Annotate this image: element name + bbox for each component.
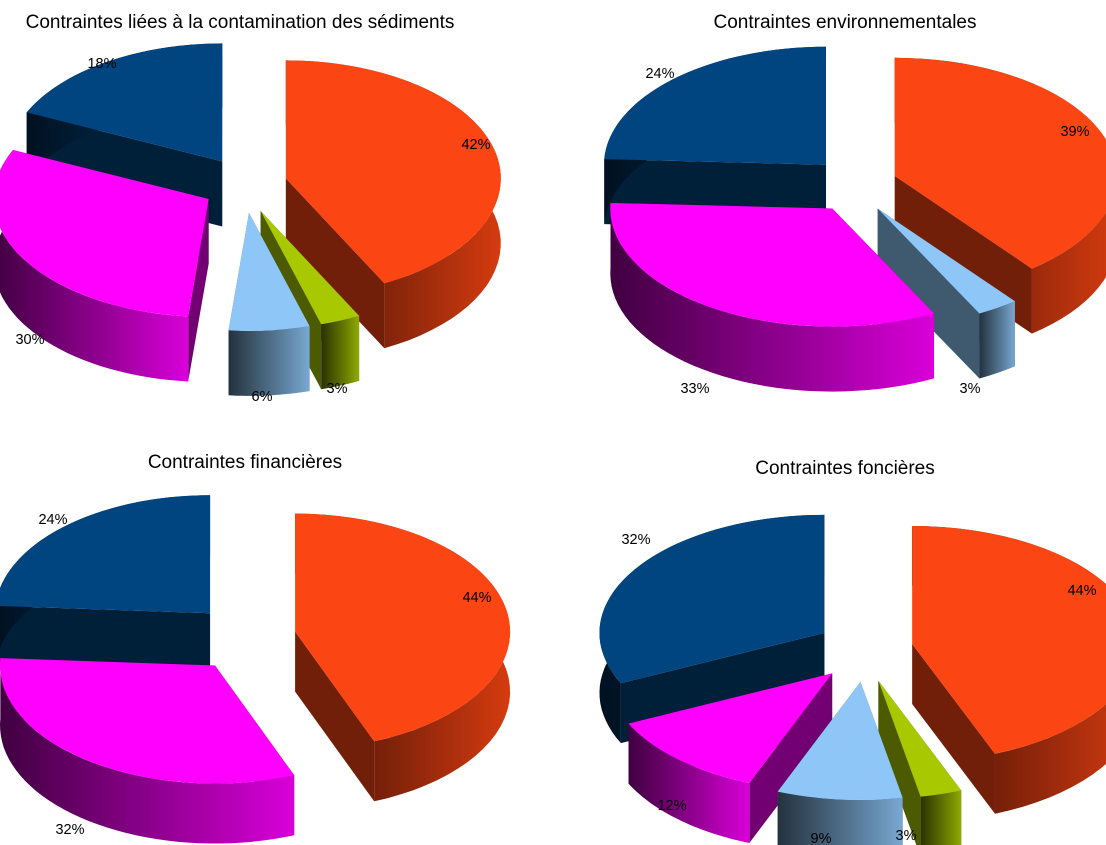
pie-slice-side — [979, 301, 1015, 379]
slice-label: 3% — [327, 381, 348, 397]
pie-slice-side — [0, 658, 295, 844]
pie-chart-2: Contraintes environnementales 39% 3% 33% 24% — [604, 12, 1106, 397]
pie-slice — [604, 46, 827, 230]
chart-title: Contraintes financières — [148, 452, 342, 473]
pie-slice-top — [894, 57, 1106, 269]
slice-label: 39% — [1060, 124, 1089, 140]
pie-slice — [0, 495, 211, 674]
pie-slice-side — [920, 790, 962, 845]
slice-label: 12% — [657, 798, 686, 814]
slice-label: 44% — [1067, 583, 1096, 599]
slice-label: 3% — [896, 828, 917, 844]
pie-slice-side — [228, 326, 310, 396]
slice-label: 24% — [645, 66, 674, 82]
pie-slice-wall — [877, 208, 980, 379]
slice-label: 18% — [87, 56, 116, 72]
slice-label: 24% — [38, 512, 67, 528]
pie-chart-1: Contraintes liées à la contamination des… — [0, 12, 501, 405]
pie-slice-side — [777, 791, 903, 845]
pie-slice-top — [0, 149, 209, 317]
slice-label: 44% — [462, 590, 491, 606]
pie-slice — [285, 60, 501, 349]
pie-slice-top — [604, 46, 827, 165]
pie-slice — [295, 513, 511, 802]
chart-title: Contraintes liées à la contamination des… — [26, 12, 455, 33]
pie-slice-top — [610, 202, 935, 327]
pie-slice-top — [26, 43, 223, 162]
pie-slice — [878, 680, 962, 845]
slice-label: 6% — [252, 389, 273, 405]
pie-slice-top — [628, 673, 833, 784]
pie-slice-top — [228, 212, 310, 331]
pie-slice-top — [260, 210, 360, 325]
pie-slice — [628, 673, 833, 844]
slice-label: 33% — [680, 381, 709, 397]
pie-slice-wall — [295, 631, 375, 802]
slice-label: 3% — [960, 381, 981, 397]
pie-chart-4: Contraintes foncières 44% 3% 9% 12% 32% — [599, 458, 1106, 845]
pie-slice-top — [285, 60, 501, 284]
pie-slice-wall — [285, 178, 385, 349]
slice-label: 9% — [811, 831, 832, 845]
pie-slice-top — [0, 658, 295, 784]
pie-slice-side — [321, 315, 360, 390]
pie-slice — [777, 681, 903, 845]
pie-slice-top — [0, 495, 211, 614]
pie-slice-wall — [0, 605, 211, 674]
pie-slice — [0, 658, 295, 844]
slice-label: 32% — [55, 822, 84, 838]
pie-slice-top — [295, 513, 511, 742]
pie-slice — [912, 526, 1106, 814]
chart-title: Contraintes foncières — [755, 458, 935, 479]
pie-slice-top — [912, 526, 1106, 754]
pie-chart-3: Contraintes financières 44% 32% 24% — [0, 452, 511, 844]
chart-title: Contraintes environnementales — [714, 12, 977, 33]
pie-slice-wall — [912, 644, 995, 814]
pie-slice — [610, 202, 935, 392]
slice-label: 42% — [461, 137, 490, 153]
pie-slice-side — [628, 723, 750, 843]
pie-slice-wall — [878, 680, 921, 845]
pie-slice — [228, 212, 310, 396]
pie-slice-top — [777, 681, 903, 800]
pie-slice — [877, 208, 1015, 379]
pie-slice-side — [0, 150, 189, 382]
pie-slice-top — [599, 514, 825, 684]
pie-slice-top — [878, 680, 962, 797]
slice-label: 32% — [621, 532, 650, 548]
pie-slice-side — [610, 202, 934, 392]
pie-slice — [0, 149, 209, 382]
pie-slice-top — [877, 208, 1015, 314]
slice-label: 30% — [15, 332, 44, 348]
